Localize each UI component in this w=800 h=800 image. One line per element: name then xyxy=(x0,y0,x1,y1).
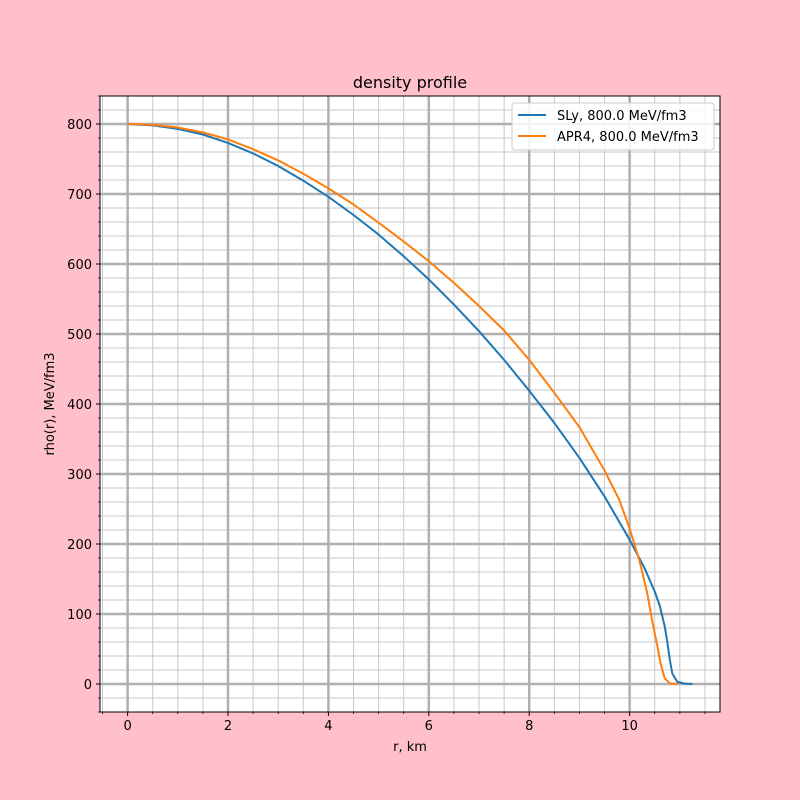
y-tick-label: 200 xyxy=(67,538,92,553)
x-tick-label: 8 xyxy=(525,719,533,734)
y-axis-label: rho(r), MeV/fm3 xyxy=(43,352,58,455)
series-line-2 xyxy=(127,123,678,685)
y-tick-label: 500 xyxy=(67,328,92,343)
x-tick-label: 10 xyxy=(621,719,638,734)
y-tick-label: 600 xyxy=(67,258,92,273)
y-tick-label: 0 xyxy=(84,678,92,693)
major-grid xyxy=(100,96,720,712)
y-tick-label: 800 xyxy=(67,118,92,133)
legend-label: APR4, 800.0 MeV/fm3 xyxy=(557,130,699,145)
series-line-1 xyxy=(127,123,693,685)
y-tick-label: 400 xyxy=(67,398,92,413)
chart-title: density profile xyxy=(353,73,467,92)
legend: SLy, 800.0 MeV/fm3 APR4, 800.0 MeV/fm3 xyxy=(511,102,715,151)
axis-ticks xyxy=(96,95,706,716)
x-axis-label: r, km xyxy=(393,740,427,755)
legend-label: SLy, 800.0 MeV/fm3 xyxy=(557,109,687,124)
series-layer xyxy=(127,123,693,685)
legend-box xyxy=(511,102,715,151)
y-tick-label: 300 xyxy=(67,468,92,483)
x-tick-label: 6 xyxy=(425,719,433,734)
x-tick-label: 4 xyxy=(324,719,332,734)
y-tick-label: 100 xyxy=(67,608,92,623)
x-tick-label: 0 xyxy=(123,719,131,734)
y-tick-label: 700 xyxy=(67,188,92,203)
x-tick-label: 2 xyxy=(224,719,232,734)
